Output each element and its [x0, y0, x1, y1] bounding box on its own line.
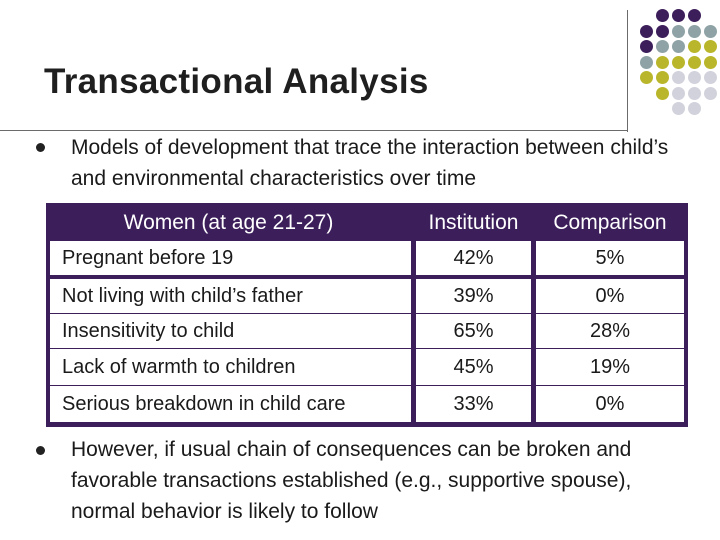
decorative-dot [688, 40, 701, 53]
decorative-dot [704, 71, 717, 84]
decorative-dot [656, 55, 669, 69]
data-table: Women (at age 21-27) Institution Compari… [46, 203, 688, 427]
table-cell-label: Serious breakdown in child care [50, 386, 411, 422]
decorative-dot [672, 102, 685, 115]
decorative-dot [704, 40, 717, 53]
table-cell-comparison: 5% [536, 241, 684, 275]
decorative-dot [656, 71, 669, 84]
decorative-dot [672, 9, 685, 22]
table-cell-institution: 65% [416, 314, 531, 348]
table-cell-comparison: 0% [536, 279, 684, 313]
decorative-dot [640, 55, 653, 69]
bullet-dot-icon [36, 143, 45, 152]
decorative-dot [672, 86, 685, 100]
decorative-dot [656, 40, 669, 53]
table-cell-institution: 45% [416, 349, 531, 385]
table-cell-comparison: 28% [536, 314, 684, 348]
decorative-dot [640, 40, 653, 53]
decorative-dot [688, 55, 701, 69]
decorative-dot-grid [640, 9, 720, 119]
table-header-label: Women (at age 21-27) [123, 211, 334, 234]
decorative-dot [688, 71, 701, 84]
table-cell-institution: 39% [416, 279, 531, 313]
table-cell-comparison: 0% [536, 386, 684, 422]
decorative-dot [688, 24, 701, 38]
bullet-text: Models of development that trace the int… [71, 136, 669, 190]
table-cell-institution: 33% [416, 386, 531, 422]
table-cell-label: Insensitivity to child [50, 314, 411, 348]
bullet-text: However, if usual chain of consequences … [71, 438, 632, 523]
table-cell-label: Pregnant before 19 [50, 241, 411, 275]
decorative-dot [688, 9, 701, 22]
table-cell-institution: 42% [416, 241, 531, 275]
decorative-dot [656, 24, 669, 38]
decorative-dot [704, 24, 717, 38]
decorative-dot [688, 102, 701, 115]
title-divider [0, 130, 628, 131]
decorative-dot [672, 24, 685, 38]
table-cell-label: Not living with child’s father [50, 279, 411, 313]
decorative-dot [656, 9, 669, 22]
table-header-institution: Institution [428, 211, 519, 234]
decorative-dot [672, 55, 685, 69]
table-cell-label: Lack of warmth to children [50, 349, 411, 385]
slide-title: Transactional Analysis [44, 62, 429, 101]
decorative-dot [640, 24, 653, 38]
decorative-dot [704, 86, 717, 100]
table-cell-comparison: 19% [536, 349, 684, 385]
decorative-dot [672, 40, 685, 53]
table-header-comparison: Comparison [553, 211, 667, 234]
decorative-dot [704, 55, 717, 69]
vertical-divider [627, 10, 628, 132]
decorative-dot [688, 86, 701, 100]
decorative-dot [656, 86, 669, 100]
decorative-dot [672, 71, 685, 84]
decorative-dot [640, 71, 653, 84]
bullet-dot-icon [36, 446, 45, 455]
